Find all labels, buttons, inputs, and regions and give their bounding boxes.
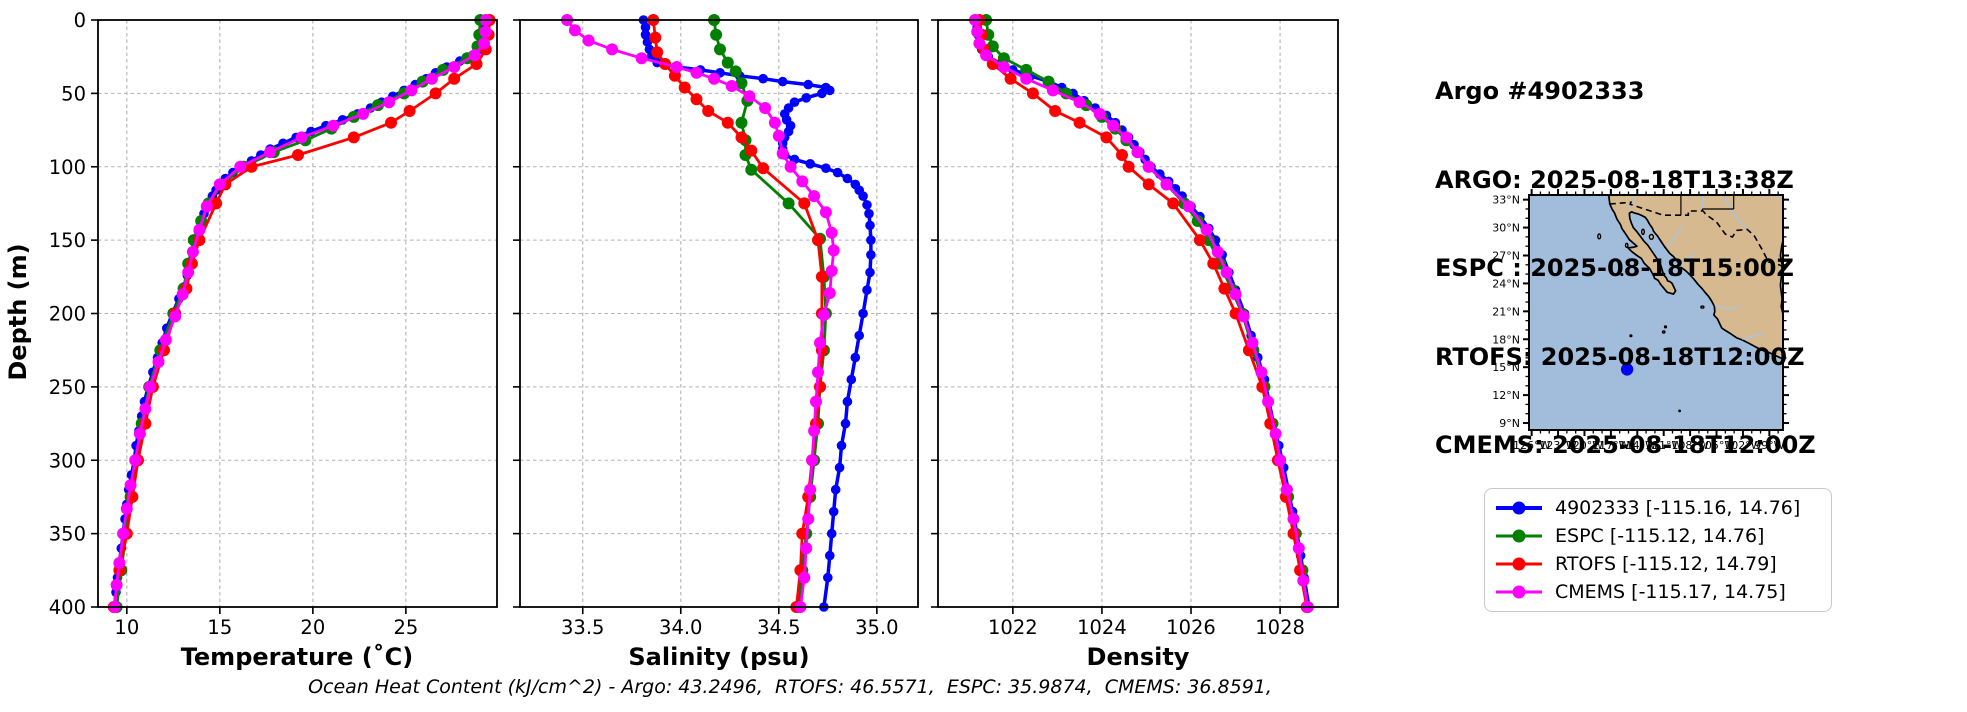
density-axis-label: Density — [1086, 643, 1190, 671]
tick-labels: 33.5 34.0 34.5 35.0 — [561, 616, 899, 639]
svg-text:9°N: 9°N — [1499, 417, 1520, 430]
svg-text:102°W: 102°W — [1724, 439, 1761, 452]
legend-label: ESPC [-115.12, 14.76] — [1555, 525, 1765, 547]
svg-text:25: 25 — [393, 616, 418, 639]
depth-axis-label: Depth (m) — [4, 243, 32, 381]
svg-text:20: 20 — [300, 616, 325, 639]
location-map: 33°N 30°N 27°N 24°N 21°N 18°N 15°N 12°N 9°N 126°W… — [1492, 189, 1789, 452]
map-land — [1607, 194, 1784, 360]
svg-text:27°N: 27°N — [1492, 249, 1520, 262]
svg-text:34.0: 34.0 — [659, 616, 702, 639]
svg-text:1022: 1022 — [988, 616, 1038, 639]
rtofs-legend-swatch — [1496, 557, 1542, 571]
svg-text:12°N: 12°N — [1492, 389, 1520, 402]
espc-legend-swatch — [1496, 529, 1542, 543]
title-rtofs-time: RTOFS: 2025-08-18T12:00Z — [1435, 342, 1805, 371]
svg-text:15: 15 — [207, 616, 232, 639]
legend-label: 4902333 [-115.16, 14.76] — [1555, 497, 1801, 519]
svg-text:1026: 1026 — [1166, 616, 1216, 639]
map-islands — [1597, 228, 1705, 413]
axis-ticks — [931, 19, 1281, 614]
svg-text:105°W: 105°W — [1698, 439, 1735, 452]
svg-text:250: 250 — [49, 376, 86, 399]
map-frame — [1528, 194, 1784, 431]
legend-label: RTOFS [-115.12, 14.79] — [1555, 553, 1777, 575]
svg-text:126°W: 126°W — [1513, 439, 1550, 452]
axis-ticks — [513, 19, 878, 614]
gridlines — [98, 19, 497, 608]
map-rivers — [1628, 194, 1784, 340]
map-border-dashed — [1609, 201, 1784, 268]
legend-item-cmems: CMEMS [-115.17, 14.75] — [1493, 578, 1823, 606]
cmems-series — [108, 14, 492, 613]
svg-text:108°W: 108°W — [1671, 439, 1708, 452]
svg-text:0: 0 — [74, 9, 86, 32]
svg-text:24°N: 24°N — [1492, 277, 1520, 290]
map-ticks — [1523, 189, 1789, 436]
title-float-id: Argo #4902333 — [1435, 77, 1645, 105]
svg-text:300: 300 — [49, 449, 86, 472]
density-plot: 1022 1024 1026 1028 — [931, 14, 1339, 639]
svg-text:30°N: 30°N — [1492, 222, 1520, 235]
temperature-axis-label: Temperature (˚C) — [180, 643, 414, 671]
legend-label: CMEMS [-115.17, 14.75] — [1555, 581, 1786, 603]
svg-text:1024: 1024 — [1077, 616, 1127, 639]
map-tick-labels: 33°N 30°N 27°N 24°N 21°N 18°N 15°N 12°N 9°N 126°W… — [1492, 194, 1784, 452]
map-state-lines — [1680, 195, 1735, 216]
tick-labels: 1022 1024 1026 1028 — [988, 616, 1305, 639]
salinity-plot: 33.5 34.0 34.5 35.0 — [513, 14, 919, 639]
svg-text:50: 50 — [61, 82, 86, 105]
svg-text:33.5: 33.5 — [561, 616, 604, 639]
svg-text:100: 100 — [49, 156, 86, 179]
svg-text:117°W: 117°W — [1592, 439, 1629, 452]
svg-text:1028: 1028 — [1255, 616, 1305, 639]
svg-text:10: 10 — [114, 616, 139, 639]
svg-text:114°W: 114°W — [1619, 439, 1656, 452]
argo-location-dot — [1620, 363, 1634, 376]
legend-box: 4902333 [-115.16, 14.76] ESPC [-115.12, 1… — [1484, 488, 1832, 612]
legend-item-argo: 4902333 [-115.16, 14.76] — [1493, 494, 1823, 522]
svg-text:18°N: 18°N — [1492, 333, 1520, 346]
svg-text:150: 150 — [49, 229, 86, 252]
salinity-axis-label: Salinity (psu) — [628, 643, 810, 671]
svg-text:21°N: 21°N — [1492, 305, 1520, 318]
cmems-series — [561, 14, 840, 613]
title-cmems-time: CMEMS: 2025-08-18T12:00Z — [1435, 431, 1816, 459]
title-argo-time: ARGO: 2025-08-18T13:38Z — [1435, 165, 1794, 194]
title-block: Argo #4902333 ARGO: 2025-08-18T13:38Z ES… — [1435, 18, 1816, 520]
legend-item-espc: ESPC [-115.12, 14.76] — [1493, 522, 1823, 550]
svg-text:111°W: 111°W — [1645, 439, 1682, 452]
title-espc-time: ESPC : 2025-08-18T15:00Z — [1435, 254, 1794, 282]
svg-text:33°N: 33°N — [1492, 194, 1520, 207]
cmems-legend-swatch — [1496, 585, 1542, 599]
svg-text:123°W: 123°W — [1539, 439, 1576, 452]
svg-text:34.5: 34.5 — [757, 616, 800, 639]
svg-text:120°W: 120°W — [1566, 439, 1603, 452]
legend-item-rtofs: RTOFS [-115.12, 14.79] — [1493, 550, 1823, 578]
argo-legend-swatch — [1496, 501, 1542, 515]
axis-ticks — [91, 19, 407, 614]
svg-text:200: 200 — [49, 303, 86, 326]
svg-text:400: 400 — [49, 596, 86, 619]
ohc-footer: Ocean Heat Content (kJ/cm^2) - Argo: 43.… — [308, 676, 1272, 698]
svg-text:99°W: 99°W — [1754, 439, 1784, 452]
svg-text:15°N: 15°N — [1492, 361, 1520, 374]
gridlines — [938, 19, 1338, 608]
svg-text:350: 350 — [49, 523, 86, 546]
svg-text:35.0: 35.0 — [855, 616, 898, 639]
